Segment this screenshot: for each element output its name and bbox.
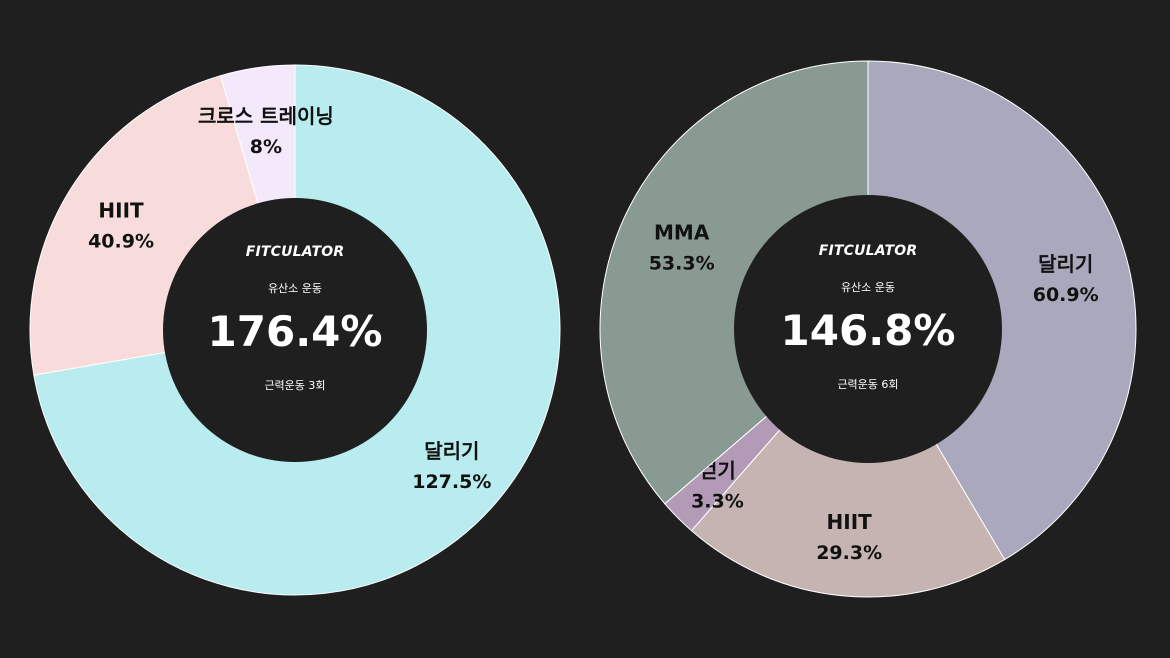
center-subtitle: 유산소 운동	[841, 281, 895, 294]
slice-label-hiit: HIIT	[827, 510, 873, 534]
center-footer: 근력운동 6회	[837, 378, 898, 391]
donut-center	[163, 198, 427, 462]
center-subtitle: 유산소 운동	[268, 282, 322, 295]
slice-percent-hiit: 29.3%	[816, 542, 882, 564]
brand-logo: FITCULATOR	[819, 243, 918, 259]
center-footer: 근력운동 3회	[264, 379, 325, 392]
slice-hiit[interactable]	[690, 328, 1006, 598]
donut-center	[734, 195, 1002, 463]
donut-chart-1: 달리기 127.5% HIIT 40.9% 크로스 트레이닝 8% FITCULATOR 유산…	[29, 64, 561, 596]
slice-percent-mma: 53.3%	[649, 253, 715, 275]
slice-label-running: 달리기	[424, 439, 479, 463]
slice-percent-walking: 3.3%	[691, 490, 744, 512]
slice-mma[interactable]	[599, 60, 869, 505]
slice-percent-running: 60.9%	[1033, 284, 1099, 306]
brand-logo: FITCULATOR	[246, 244, 345, 260]
slice-percent-cross-training: 8%	[250, 136, 282, 158]
slice-percent-running: 127.5%	[412, 471, 491, 493]
donut-chart-2: 달리기60.9%HIIT29.3%걷기3.3%MMA53.3%FITCULATO…	[599, 60, 1137, 598]
slice-label-mma: MMA	[654, 221, 710, 245]
center-total: 146.8%	[781, 306, 956, 355]
center-total: 176.4%	[208, 307, 383, 356]
slice-percent-hiit: 40.9%	[88, 231, 154, 253]
slice-label-hiit: HIIT	[98, 199, 144, 223]
slice-label-running: 달리기	[1038, 252, 1093, 276]
slice-label-cross-training: 크로스 트레이닝	[198, 104, 334, 128]
